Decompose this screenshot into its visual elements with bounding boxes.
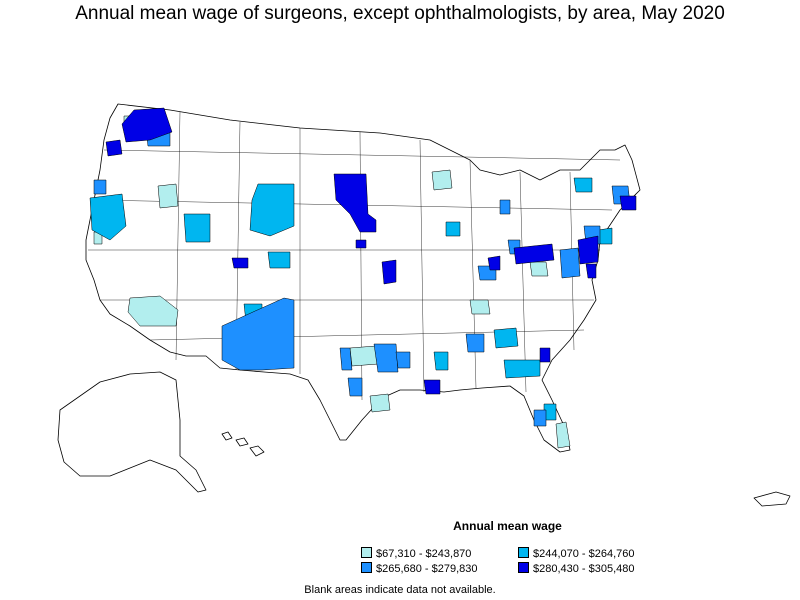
legend-label-range-3: $265,680 - $279,830	[376, 563, 478, 575]
contiguous-us-outline	[85, 103, 641, 453]
alaska-outline	[57, 371, 207, 493]
legend-swatch-range-1	[361, 547, 372, 558]
legend-item-range-2: $244,070 - $264,760	[518, 547, 635, 560]
legend-swatch-range-4	[518, 562, 529, 573]
footnote: Blank areas indicate data not available.	[304, 584, 496, 596]
legend-swatch-range-2	[518, 547, 529, 558]
legend-item-range-1: $67,310 - $243,870	[361, 547, 471, 560]
map-title: Annual mean wage of surgeons, except oph…	[75, 3, 725, 24]
areas-range-2	[89, 177, 613, 421]
legend-label-range-2: $244,070 - $264,760	[533, 548, 635, 560]
legend-item-range-4: $280,430 - $305,480	[518, 562, 635, 575]
legend-label-range-4: $280,430 - $305,480	[533, 563, 635, 575]
hawaii-outline	[221, 431, 265, 457]
legend-title: Annual mean wage	[453, 519, 562, 533]
areas-range-3	[93, 127, 631, 427]
puerto-rico-outline	[753, 491, 791, 507]
legend-swatch-range-3	[361, 562, 372, 573]
legend-item-range-3: $265,680 - $279,830	[361, 562, 478, 575]
legend-label-range-1: $67,310 - $243,870	[376, 548, 472, 560]
areas-range-1	[93, 115, 571, 449]
areas-range-4	[105, 107, 637, 395]
